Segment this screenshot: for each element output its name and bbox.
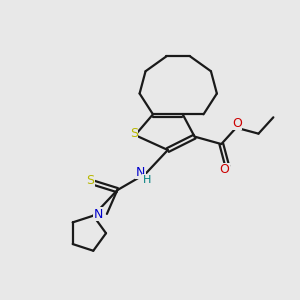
Text: H: H (143, 175, 151, 185)
Text: O: O (232, 117, 242, 130)
Text: N: N (94, 208, 103, 221)
Text: N: N (136, 166, 145, 179)
Text: S: S (86, 174, 94, 187)
Text: S: S (130, 127, 138, 140)
Text: O: O (219, 164, 229, 176)
